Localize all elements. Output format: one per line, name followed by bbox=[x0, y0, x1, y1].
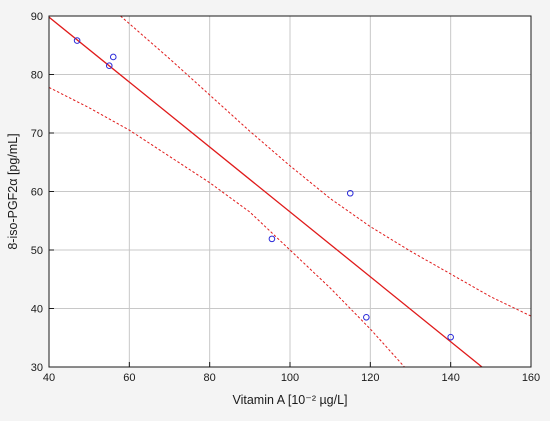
data-point bbox=[447, 333, 454, 341]
data-point bbox=[73, 37, 81, 44]
confidence-bands bbox=[49, 16, 531, 367]
y-tick-label: 30 bbox=[31, 362, 43, 374]
y-tick-label: 60 bbox=[31, 187, 43, 199]
x-tick-label: 100 bbox=[281, 372, 299, 384]
regression-line-group bbox=[49, 16, 483, 367]
data-point bbox=[268, 235, 276, 243]
y-tick-label: 80 bbox=[31, 70, 43, 82]
x-axis-title: Vitamin A [10⁻² µg/L] bbox=[232, 393, 347, 407]
data-point bbox=[105, 62, 113, 70]
x-tick-label: 60 bbox=[123, 372, 135, 384]
y-tick-label: 40 bbox=[31, 304, 43, 316]
ci-lower-curve bbox=[49, 86, 405, 367]
regression-line bbox=[49, 16, 483, 367]
ci-upper-curve bbox=[120, 16, 531, 317]
y-tick-label: 50 bbox=[31, 245, 43, 257]
y-tick-label: 90 bbox=[31, 11, 43, 23]
grid-lines bbox=[49, 16, 531, 367]
x-tick-label: 160 bbox=[522, 372, 540, 384]
data-point bbox=[346, 189, 354, 197]
data-point bbox=[109, 53, 117, 61]
x-tick-label: 140 bbox=[441, 372, 459, 384]
data-point bbox=[363, 313, 370, 321]
y-axis-title: 8-iso-PGF2α [pg/mL] bbox=[6, 133, 20, 249]
y-tick-label: 70 bbox=[31, 128, 43, 140]
x-tick-label: 120 bbox=[361, 372, 379, 384]
x-tick-label: 80 bbox=[204, 372, 216, 384]
data-points bbox=[73, 37, 454, 341]
x-tick-label: 40 bbox=[43, 372, 55, 384]
